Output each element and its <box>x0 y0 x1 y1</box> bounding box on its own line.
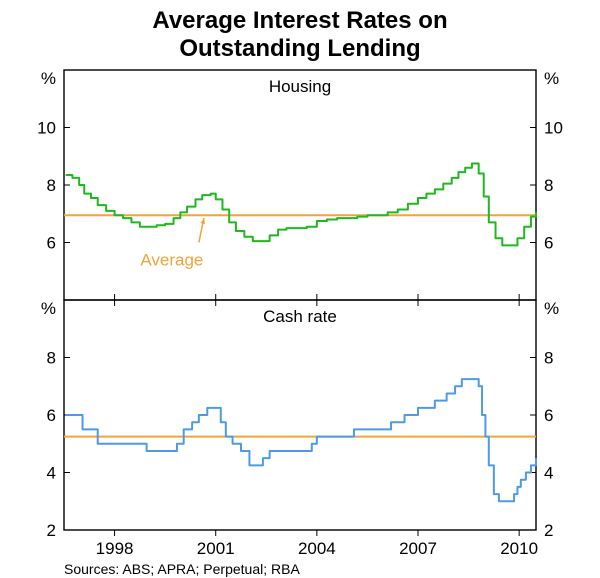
ytick-left: 4 <box>47 464 56 483</box>
xtick: 2004 <box>298 539 336 558</box>
yunit-left: % <box>41 69 56 88</box>
panel-subtitle-cashrate: Cash rate <box>263 307 337 326</box>
ytick-right: 6 <box>544 234 553 253</box>
ytick-left: 6 <box>47 234 56 253</box>
ytick-left: 10 <box>37 119 56 138</box>
ytick-left: 8 <box>47 349 56 368</box>
ytick-left: 2 <box>47 521 56 540</box>
panel-housing <box>64 70 536 300</box>
ytick-left: 6 <box>47 406 56 425</box>
ytick-right: 8 <box>544 176 553 195</box>
yunit-right: % <box>544 69 559 88</box>
panel-cashrate <box>64 300 536 530</box>
xtick: 1998 <box>96 539 134 558</box>
series-housing <box>66 163 536 245</box>
xtick: 2007 <box>399 539 437 558</box>
ytick-right: 6 <box>544 406 553 425</box>
panel-subtitle-housing: Housing <box>269 77 331 96</box>
yunit-right: % <box>544 299 559 318</box>
ytick-right: 4 <box>544 464 553 483</box>
yunit-left: % <box>41 299 56 318</box>
ytick-right: 8 <box>544 349 553 368</box>
chart-title-1: Average Interest Rates on <box>152 7 447 34</box>
xtick: 2010 <box>500 539 538 558</box>
xtick: 2001 <box>197 539 235 558</box>
ytick-right: 2 <box>544 521 553 540</box>
chart-title-2: Outstanding Lending <box>179 35 420 62</box>
ytick-left: 8 <box>47 176 56 195</box>
ytick-right: 10 <box>544 119 563 138</box>
average-label: Average <box>140 251 203 270</box>
source-text: Sources: ABS; APRA; Perpetual; RBA <box>64 561 300 577</box>
series-cashrate <box>66 379 536 501</box>
lending-rates-chart: Average Interest Rates onOutstanding Len… <box>0 0 600 578</box>
